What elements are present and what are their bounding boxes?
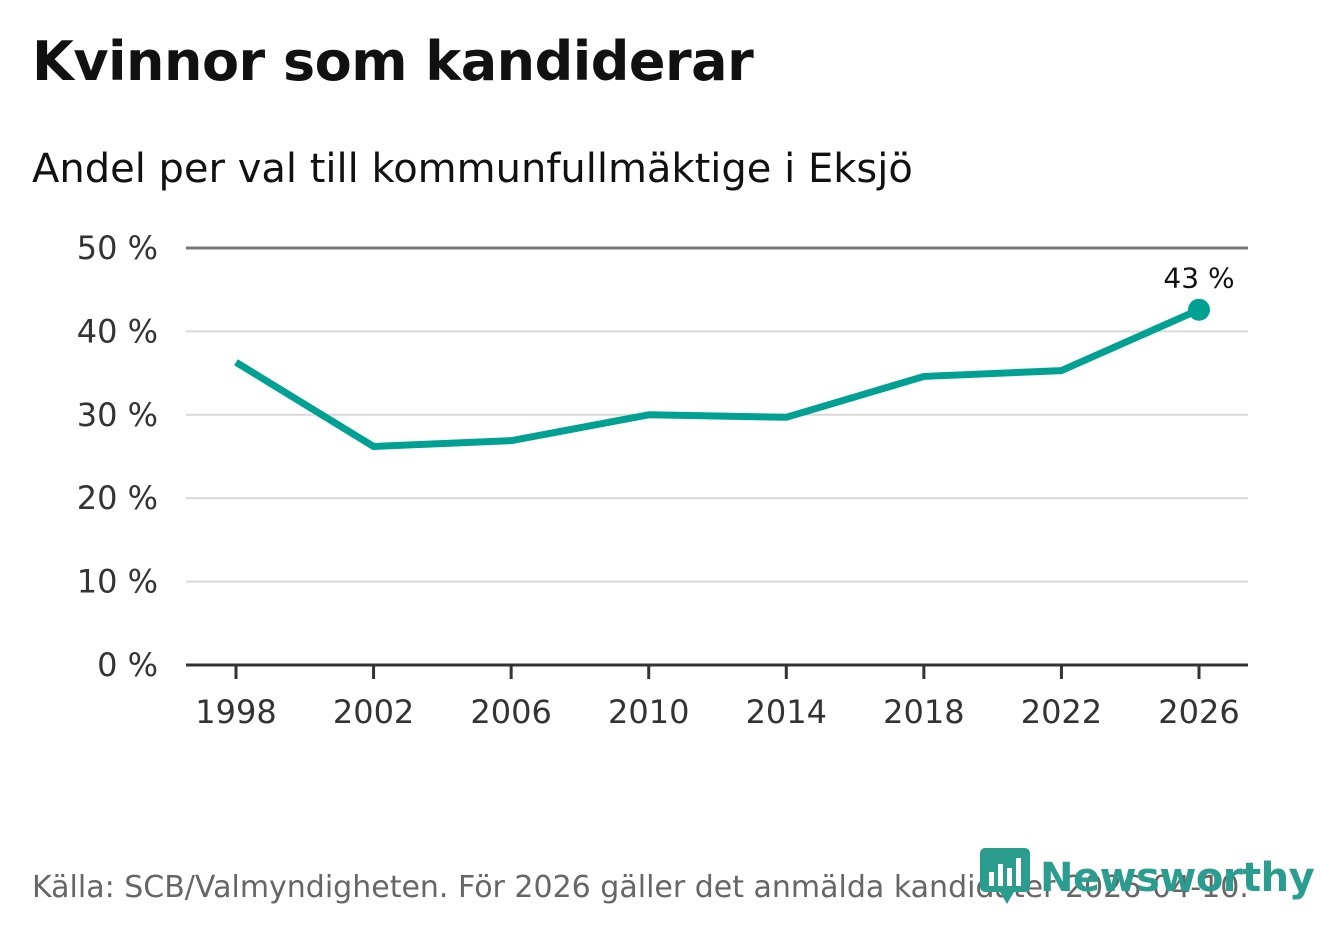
x-tick-label: 2010 <box>608 693 689 731</box>
y-tick-label: 0 % <box>97 646 158 684</box>
y-tick-label: 20 % <box>77 479 158 517</box>
brand-name: Newsworthy <box>1040 855 1315 901</box>
chart-title: Kvinnor som kandiderar <box>32 30 754 93</box>
x-tick-label: 2026 <box>1158 693 1239 731</box>
source-note: Källa: SCB/Valmyndigheten. För 2026 gäll… <box>32 870 1249 905</box>
x-tick-label: 1998 <box>195 693 276 731</box>
x-tick-label: 2018 <box>883 693 964 731</box>
newsworthy-logo: Newsworthy <box>980 848 1315 908</box>
chart-subtitle: Andel per val till kommunfullmäktige i E… <box>32 146 913 192</box>
y-tick-label: 50 % <box>77 229 158 267</box>
x-tick-label: 2002 <box>333 693 414 731</box>
y-tick-label: 30 % <box>77 396 158 434</box>
bar-chart-icon <box>980 848 1030 904</box>
y-tick-label: 10 % <box>77 563 158 601</box>
y-tick-label: 40 % <box>77 312 158 350</box>
x-tick-label: 2014 <box>746 693 827 731</box>
x-tick-label: 2022 <box>1021 693 1102 731</box>
x-tick-label: 2006 <box>470 693 551 731</box>
last-point-marker <box>1188 298 1210 321</box>
series-line <box>234 306 1201 450</box>
last-point-label: 43 % <box>1163 262 1234 295</box>
